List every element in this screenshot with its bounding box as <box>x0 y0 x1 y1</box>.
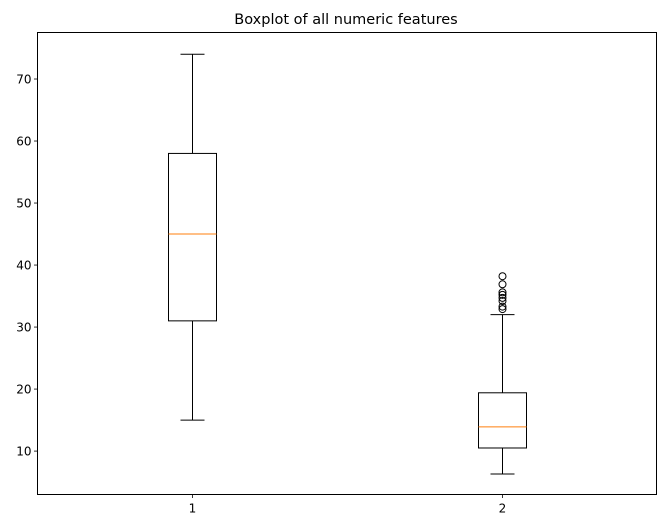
y-tick-label: 50 <box>16 197 31 211</box>
y-tick-label: 20 <box>16 383 31 397</box>
outlier-point <box>498 272 507 281</box>
x-tick-label: 1 <box>189 502 197 516</box>
box-iqr <box>168 152 217 322</box>
axes-frame <box>37 32 657 495</box>
y-tick-label: 10 <box>16 445 31 459</box>
box-iqr <box>478 392 527 449</box>
plot-area: 10 20 30 40 50 60 70 1 2 <box>16 53 527 516</box>
chart-title: Boxplot of all numeric features <box>234 12 457 28</box>
outlier-point <box>498 293 507 302</box>
outlier-point <box>498 302 507 311</box>
outlier-point <box>498 290 507 299</box>
outlier-point <box>498 297 507 306</box>
outlier-point <box>498 288 507 297</box>
outlier-point <box>498 280 507 289</box>
y-tick-label: 70 <box>16 73 31 87</box>
y-tick-label: 60 <box>16 135 31 149</box>
outlier-point <box>498 305 507 314</box>
y-tick-label: 30 <box>16 321 31 335</box>
x-tick-label: 2 <box>499 502 507 516</box>
y-tick-label: 40 <box>16 259 31 273</box>
